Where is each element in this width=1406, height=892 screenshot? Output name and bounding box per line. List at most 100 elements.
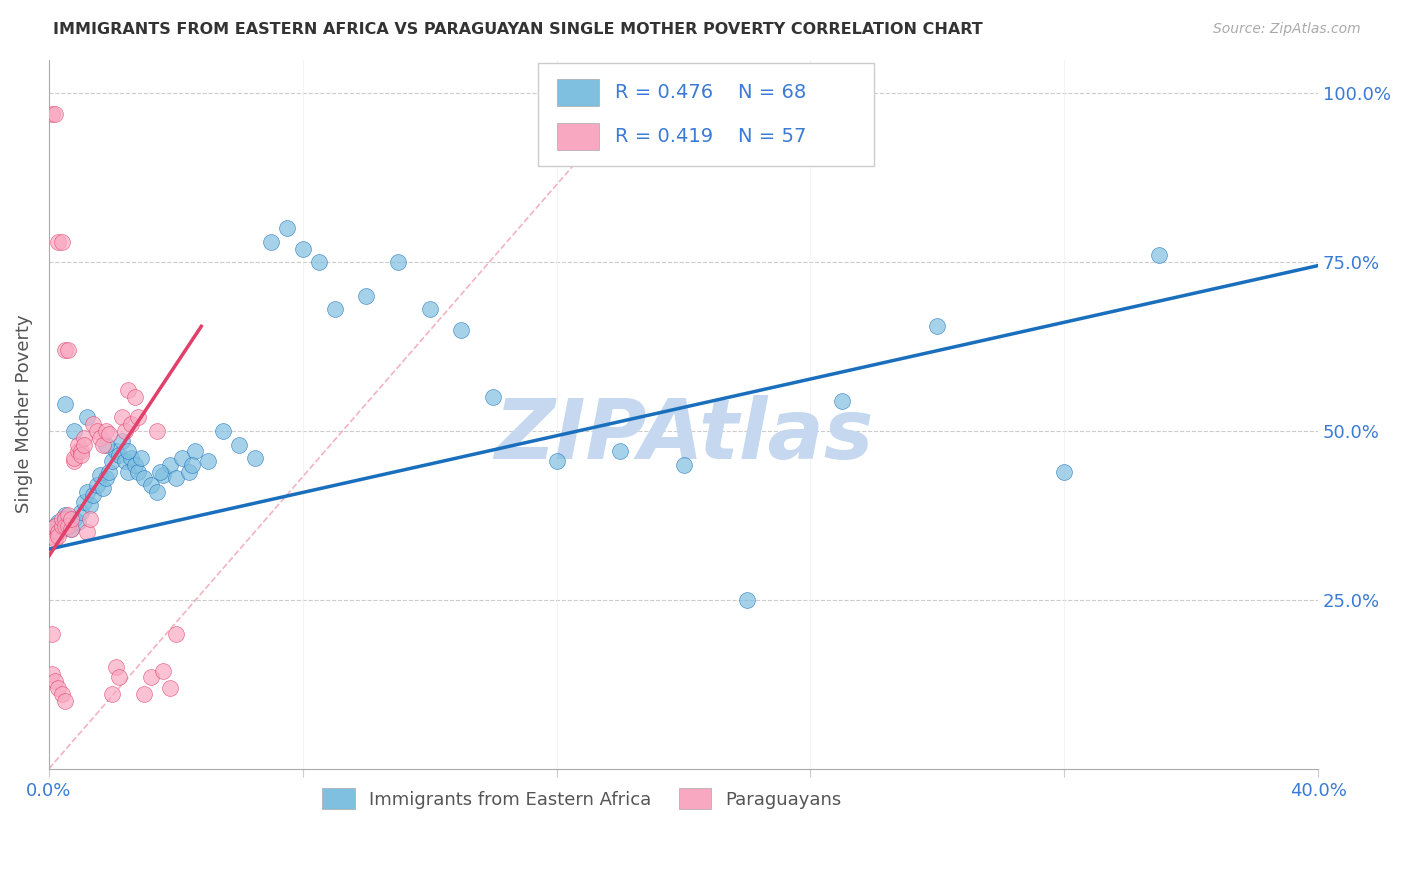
Point [82,488,104,502]
Point [356,289,378,303]
Point [56,343,79,357]
Point [73,495,96,509]
Point [139,478,162,492]
Point [152,467,174,482]
Point [117,465,139,479]
Point [86,478,108,492]
FancyBboxPatch shape [557,123,599,150]
Point [121,417,143,432]
Point [134,687,156,701]
Point [927,319,949,334]
Point [48,681,70,695]
Point [609,444,631,458]
Point [63,424,86,438]
Point [69,448,91,462]
Point [60,522,83,536]
Point [117,384,139,398]
Point [63,450,86,465]
Point [94,424,117,438]
Point [159,681,181,695]
Point [114,424,136,438]
Point [69,505,91,519]
Point [419,302,441,317]
Point [41,529,63,543]
Point [323,302,346,317]
Point [44,532,66,546]
Point [129,450,152,465]
Text: N = 68: N = 68 [738,83,807,102]
Point [127,465,149,479]
Point [76,484,98,499]
Point [56,518,79,533]
Legend: Immigrants from Eastern Africa, Paraguayans: Immigrants from Eastern Africa, Paraguay… [315,781,849,816]
Point [44,518,66,533]
Point [79,512,101,526]
Point [44,518,66,533]
Point [86,424,108,438]
Point [51,518,73,533]
Point [91,437,114,451]
Point [101,454,124,468]
Point [51,235,73,249]
Point [53,508,76,523]
Point [735,592,758,607]
Point [450,323,472,337]
Point [94,471,117,485]
Point [387,255,409,269]
Point [91,482,114,496]
Point [197,454,219,468]
Point [107,671,129,685]
Point [101,687,124,701]
Point [177,465,200,479]
Point [111,410,134,425]
Point [66,444,89,458]
Point [76,525,98,540]
Point [111,434,134,449]
Point [76,410,98,425]
Point [53,512,76,526]
Point [82,417,104,432]
Point [152,664,174,678]
Point [53,518,76,533]
Point [124,390,146,404]
Text: IMMIGRANTS FROM EASTERN AFRICA VS PARAGUAYAN SINGLE MOTHER POVERTY CORRELATION C: IMMIGRANTS FROM EASTERN AFRICA VS PARAGU… [53,22,983,37]
Point [291,242,314,256]
Point [89,431,111,445]
Point [159,458,181,472]
Point [94,437,117,451]
Point [60,522,83,536]
Point [53,694,76,708]
Point [1149,248,1171,262]
Point [228,437,250,451]
Point [104,444,127,458]
Point [48,235,70,249]
Point [180,458,202,472]
Point [63,512,86,526]
Point [41,522,63,536]
Point [41,626,63,640]
Point [546,454,568,468]
Point [308,255,330,269]
Point [831,393,853,408]
Point [56,508,79,523]
Point [41,667,63,681]
Point [124,458,146,472]
Point [172,450,194,465]
Point [41,106,63,120]
Point [146,424,169,438]
Point [212,424,235,438]
Point [60,512,83,526]
Point [245,450,267,465]
Point [63,454,86,468]
Point [44,106,66,120]
Point [114,454,136,468]
Point [48,515,70,529]
Point [89,467,111,482]
Point [107,448,129,462]
Point [98,465,121,479]
Point [1053,465,1076,479]
Point [117,444,139,458]
Point [139,671,162,685]
Point [149,465,172,479]
Point [48,525,70,540]
